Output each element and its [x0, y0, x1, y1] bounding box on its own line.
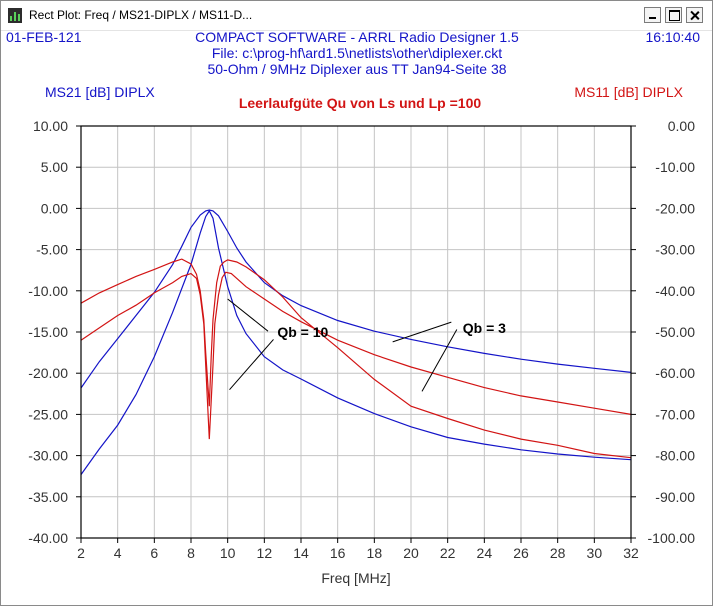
y-tick-label-left: 5.00 [41, 159, 68, 175]
header-line-2: File: c:\prog-hf\ard1.5\netlists\other\d… [212, 45, 502, 61]
header-line-1: COMPACT SOFTWARE - ARRL Radio Designer 1… [195, 31, 519, 45]
y-tick-label-right: -80.00 [655, 448, 695, 464]
x-tick-label: 2 [77, 545, 85, 561]
x-tick-label: 26 [513, 545, 529, 561]
x-tick-label: 18 [367, 545, 383, 561]
y-tick-label-right: -50.00 [655, 324, 695, 340]
y-tick-label-left: -40.00 [28, 530, 68, 546]
header-line-3: 50-Ohm / 9MHz Diplexer aus TT Jan94-Seit… [207, 61, 506, 77]
y-tick-label-right: -60.00 [655, 365, 695, 381]
x-tick-label: 12 [257, 545, 273, 561]
y-tick-label-right: -30.00 [655, 242, 695, 258]
plot-app-icon [8, 8, 22, 23]
x-tick-label: 22 [440, 545, 456, 561]
plot-date: 01-FEB-121 [6, 31, 82, 45]
x-tick-label: 20 [403, 545, 419, 561]
window-title: Rect Plot: Freq / MS21-DIPLX / MS11-D... [29, 8, 253, 22]
y-tick-label-right: 0.00 [668, 118, 695, 134]
x-tick-label: 8 [187, 545, 195, 561]
chart-title: Leerlaufgüte Qu von Ls und Lp =100 [239, 95, 482, 111]
x-tick-label: 6 [150, 545, 158, 561]
right-axis-label: MS11 [dB] DIPLX [574, 84, 683, 100]
y-tick-label-left: -5.00 [36, 242, 68, 258]
x-tick-label: 16 [330, 545, 346, 561]
y-tick-label-right: -90.00 [655, 489, 695, 505]
annotation-pointer [392, 321, 452, 343]
minimize-button[interactable] [644, 7, 661, 23]
y-tick-label-left: -15.00 [28, 324, 68, 340]
x-tick-label: 32 [623, 545, 639, 561]
ms21-series-line-2 [80, 209, 632, 475]
annotation-pointer [421, 329, 458, 392]
x-tick-label: 4 [114, 545, 122, 561]
y-tick-label-right: -70.00 [655, 406, 695, 422]
y-tick-label-right: -40.00 [655, 283, 695, 299]
y-tick-label-left: -10.00 [28, 283, 68, 299]
x-tick-label: 30 [587, 545, 603, 561]
series-layer [80, 209, 632, 475]
annotation-label: Qb = 3 [463, 320, 506, 336]
y-tick-label-left: -30.00 [28, 448, 68, 464]
y-tick-label-left: -20.00 [28, 365, 68, 381]
title-bar[interactable]: Rect Plot: Freq / MS21-DIPLX / MS11-D... [1, 1, 712, 31]
annotations: Qb = 10 Qb = 3 [227, 298, 506, 392]
ms21-series-line-1 [80, 209, 632, 389]
annotation-pointer [227, 298, 269, 332]
left-axis-label: MS21 [dB] DIPLX [45, 84, 155, 100]
plot-time: 16:10:40 [646, 31, 701, 45]
y-tick-label-left: -25.00 [28, 406, 68, 422]
y-tick-label-right: -100.00 [648, 530, 696, 546]
close-button[interactable] [686, 7, 703, 23]
y-tick-label-left: 0.00 [41, 200, 68, 216]
ms11-series-line-3 [80, 271, 632, 440]
x-tick-label: 24 [477, 545, 493, 561]
x-tick-label: 10 [220, 545, 236, 561]
x-tick-label: 14 [293, 545, 309, 561]
x-tick-label: 28 [550, 545, 566, 561]
y-tick-label-left: 10.00 [33, 118, 68, 134]
y-tick-label-left: -35.00 [28, 489, 68, 505]
y-tick-label-right: -10.00 [655, 159, 695, 175]
axis-ticks: 2 4 6 8 10 12 14 16 18 20 22 24 26 28 30 3210.005.000.0… [28, 118, 695, 561]
rect-plot: 01-FEB-121 16:10:40 COMPACT SOFTWARE - A… [6, 31, 701, 586]
maximize-button[interactable] [665, 7, 682, 23]
x-axis-label: Freq [MHz] [321, 570, 390, 586]
ms11-series-line-4 [80, 258, 632, 459]
annotation-label: Qb = 10 [277, 324, 328, 340]
grid [81, 126, 631, 538]
annotation-pointer [229, 339, 274, 391]
y-tick-label-right: -20.00 [655, 200, 695, 216]
